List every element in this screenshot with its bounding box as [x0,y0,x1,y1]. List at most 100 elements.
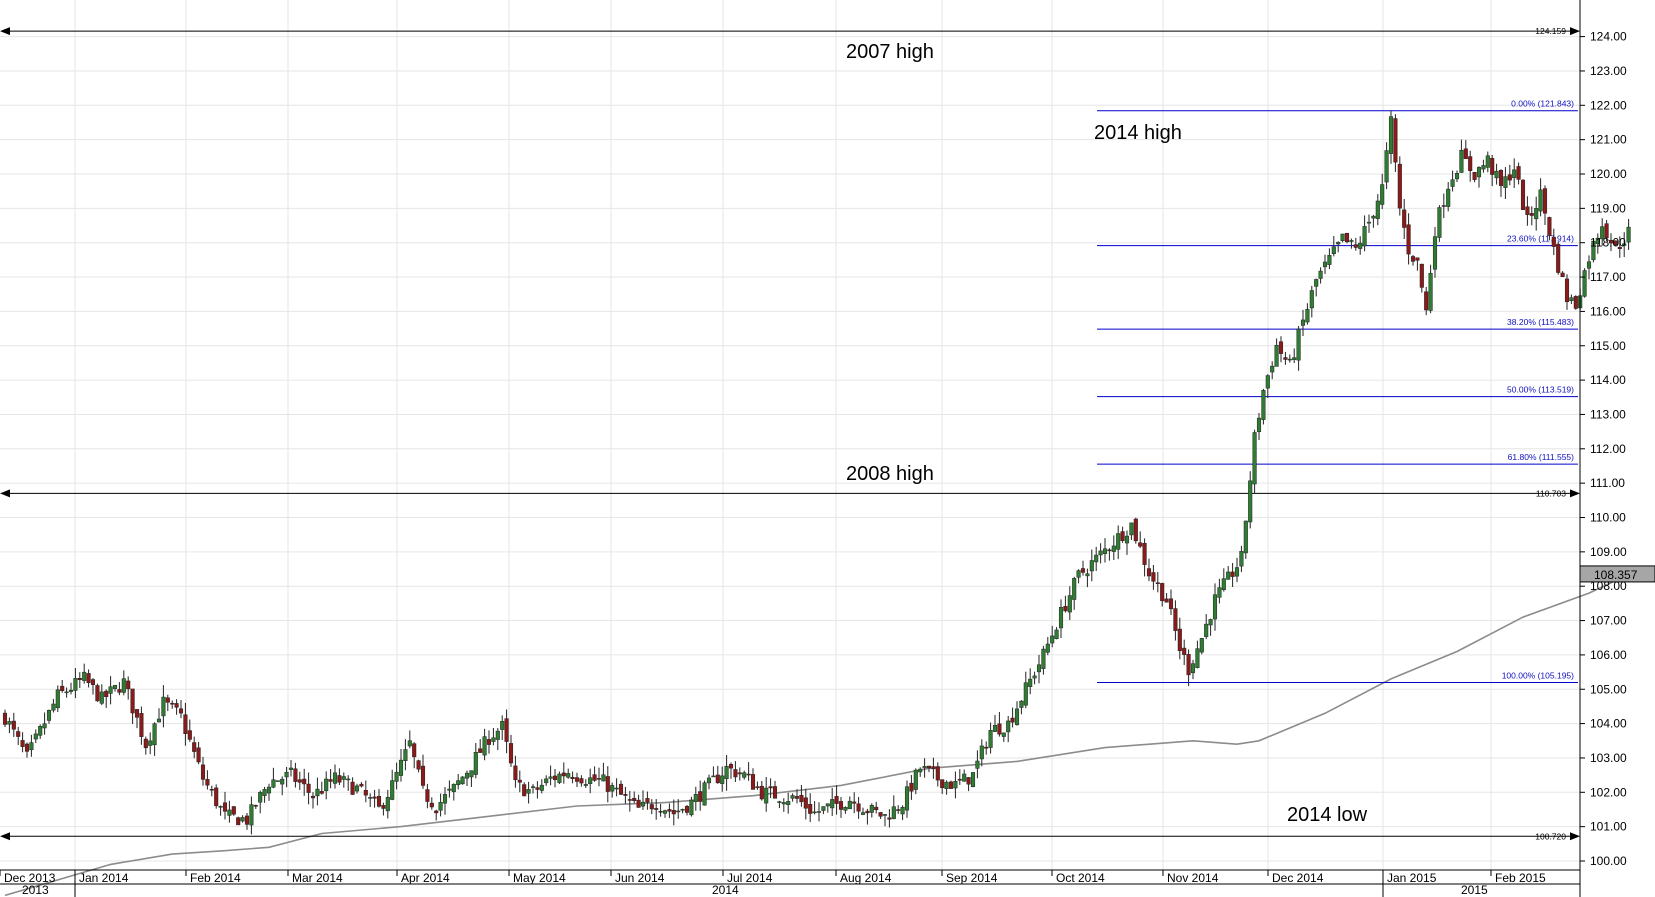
fibonacci-label: 23.60% (117.914) [1507,234,1574,244]
candle [148,732,153,755]
candle [504,709,509,754]
last-value-label: 108.357 [1594,568,1638,582]
candle [544,775,549,786]
x-tick-label: Feb 2015 [1495,871,1546,885]
candle [1133,517,1138,544]
candle [416,759,421,773]
candle [1340,233,1345,243]
candle [539,779,544,794]
candle [1560,271,1565,278]
candle [588,768,593,794]
candle [139,706,144,745]
candle [1252,429,1257,494]
moving-average-line [4,571,1634,897]
x-tick-label: Jan 2015 [1387,871,1437,885]
candle [715,765,720,784]
candle [420,754,426,789]
y-tick-label: 122.00 [1590,98,1627,112]
candle [1397,156,1402,216]
candle [1626,218,1631,250]
candle [1195,640,1200,669]
candle [944,780,949,795]
fibonacci-label: 50.00% (113.519) [1507,385,1574,395]
candle [464,770,470,786]
x-tick-label: Jan 2014 [79,871,129,885]
year-label: 2014 [712,883,739,897]
y-tick-label: 118.00 [1590,236,1626,250]
candle [324,771,329,800]
candle [473,743,478,779]
candle [1542,185,1548,225]
candle [1331,235,1336,257]
candle [935,762,940,787]
candle [1388,110,1394,164]
candle [236,816,241,826]
candle [1622,232,1627,258]
x-tick-label: Mar 2014 [292,871,343,885]
y-tick-label: 104.00 [1590,717,1627,731]
candle [1498,169,1504,197]
candle [1274,338,1279,367]
candle [170,700,175,709]
candle [913,768,918,795]
candle [192,736,197,759]
candle [1204,614,1209,640]
candle [1503,167,1508,199]
candle [183,702,188,746]
candle [266,783,272,801]
candle [1586,255,1592,280]
candle [1507,164,1512,186]
candle [601,762,606,782]
candle [1476,166,1482,188]
fibonacci-label: 38.20% (115.483) [1507,317,1574,327]
candle [1428,264,1433,314]
y-tick-label: 112.00 [1590,442,1626,456]
candle [359,782,364,788]
candle [1102,538,1108,563]
candle [1534,196,1539,231]
candle [689,796,694,817]
candle [759,780,764,801]
candle [354,783,360,794]
candle [1366,214,1372,233]
candle [240,815,245,823]
candle [178,700,184,719]
candle [992,714,998,732]
candle [1107,548,1112,561]
y-tick-label: 106.00 [1590,648,1627,662]
candle [1217,578,1222,604]
candle [306,772,311,805]
candle [737,767,742,781]
y-tick-label: 103.00 [1590,751,1627,765]
horizontal-lines: 124.159 110.703 100.720 [0,26,1580,841]
candle [684,804,690,816]
candle [1278,336,1284,363]
fibonacci-levels: 0.00% (121.843) 23.60% (117.914) 38.20% (1… [1097,99,1578,684]
candle [372,789,377,808]
candle [667,803,672,818]
candle [825,803,830,813]
candle [24,742,30,758]
candle [1314,278,1319,297]
y-tick-label: 107.00 [1590,614,1627,628]
candle [1468,150,1473,182]
candle [385,789,390,819]
last-value-marker: 108.357 [1579,565,1655,583]
candle [297,771,302,790]
candle [249,796,254,835]
candle [1432,227,1438,278]
candle [750,768,756,790]
candle [46,709,52,724]
y-tick-label: 120.00 [1590,167,1627,181]
x-axis-ticks: Dec 2013 Jan 2014 Feb 2014 Mar 2014 Apr 2014… [0,870,1546,885]
candle [174,699,179,715]
candle [1138,531,1143,549]
annotation-2008-high: 2008 high [846,463,934,485]
candle [29,734,34,757]
candle [1063,595,1068,613]
candle [636,794,641,808]
candle [196,741,201,765]
candle [460,776,465,785]
candle [1481,159,1486,173]
